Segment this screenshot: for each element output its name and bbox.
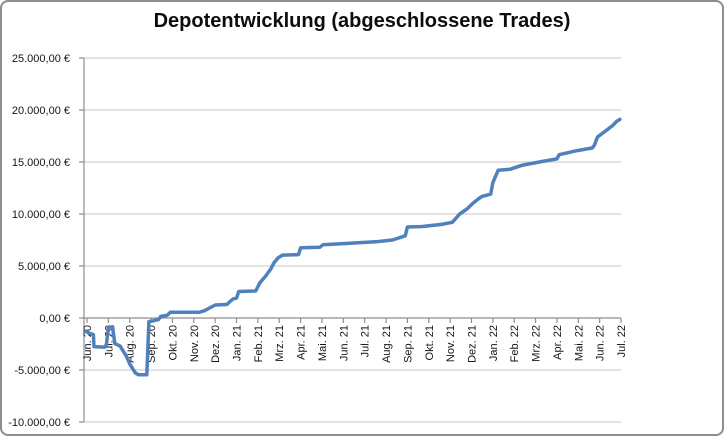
- y-axis-tick-label: 5.000,00 €: [18, 261, 70, 273]
- y-axis-tick-label: -5.000,00 €: [14, 365, 70, 377]
- y-axis-tick-label: 20.000,00 €: [12, 105, 70, 117]
- x-axis-tick-label: Feb. 22: [509, 325, 521, 362]
- x-axis-tick-label: Apr. 22: [552, 325, 564, 360]
- x-axis-tick-label: Dez. 21: [466, 325, 478, 363]
- x-axis-tick-label: Apr. 21: [296, 325, 308, 360]
- x-axis-tick-label: Mai. 22: [573, 325, 585, 361]
- x-axis-tick-label: Feb. 21: [253, 325, 265, 362]
- x-axis-tick-label: Jun. 21: [338, 325, 350, 361]
- y-axis-tick-label: 10.000,00 €: [12, 209, 70, 221]
- x-axis-tick-label: Nov. 21: [445, 325, 457, 362]
- x-axis-tick-label: Jul. 21: [360, 325, 372, 357]
- x-axis-tick-label: Jun. 22: [595, 325, 607, 361]
- y-axis-tick-label: 25.000,00 €: [12, 53, 70, 65]
- x-axis-tick-label: Mai. 21: [317, 325, 329, 361]
- x-axis-tick-label: Jul. 22: [616, 325, 628, 357]
- x-axis-tick-label: Jan. 21: [232, 325, 244, 361]
- chart-title: Depotentwicklung (abgeschlossene Trades): [153, 10, 571, 32]
- y-axis-tick-label: 0,00 €: [39, 313, 70, 325]
- x-axis-tick-label: Nov. 20: [189, 325, 201, 362]
- x-axis-tick-label: Okt. 21: [424, 325, 436, 360]
- x-axis-tick-label: Sep. 21: [402, 325, 414, 363]
- x-axis-tick-label: Jan. 22: [488, 325, 500, 361]
- y-axis-tick-label: 15.000,00 €: [12, 157, 70, 169]
- x-axis-tick-label: Aug. 20: [125, 325, 137, 363]
- y-axis-tick-label: -10.000,00 €: [8, 417, 70, 429]
- x-axis-tick-label: Mrz. 22: [531, 325, 543, 362]
- x-axis-tick-label: Dez. 20: [210, 325, 222, 363]
- x-axis-tick-label: Aug. 21: [381, 325, 393, 363]
- x-axis-tick-label: Okt. 20: [167, 325, 179, 360]
- x-axis-tick-label: Mrz. 21: [274, 325, 286, 362]
- series-line-depotentwicklung: [83, 117, 622, 377]
